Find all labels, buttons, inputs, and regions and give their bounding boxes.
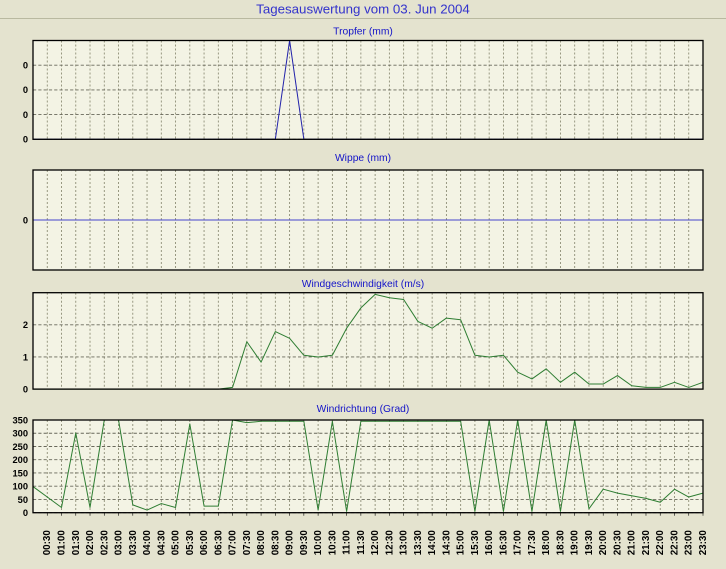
svg-text:12:00: 12:00 xyxy=(370,530,381,556)
svg-text:08:00: 08:00 xyxy=(256,530,267,556)
svg-text:50: 50 xyxy=(18,495,28,505)
svg-text:09:00: 09:00 xyxy=(285,530,296,556)
svg-text:16:00: 16:00 xyxy=(484,530,495,556)
svg-text:04:30: 04:30 xyxy=(156,530,167,556)
svg-text:13:00: 13:00 xyxy=(399,530,410,556)
svg-text:22:30: 22:30 xyxy=(669,530,680,556)
svg-text:350: 350 xyxy=(12,415,28,425)
svg-text:150: 150 xyxy=(12,468,28,478)
svg-text:21:00: 21:00 xyxy=(627,530,638,556)
svg-text:05:30: 05:30 xyxy=(185,530,196,556)
svg-text:Tropfer (mm): Tropfer (mm) xyxy=(333,27,393,38)
svg-text:19:00: 19:00 xyxy=(570,530,581,556)
svg-text:20:30: 20:30 xyxy=(612,530,623,556)
svg-text:19:30: 19:30 xyxy=(584,530,595,556)
svg-text:0: 0 xyxy=(23,384,28,394)
svg-text:0: 0 xyxy=(23,215,28,225)
svg-text:21:30: 21:30 xyxy=(641,530,652,556)
svg-text:22:00: 22:00 xyxy=(655,530,666,556)
svg-text:18:30: 18:30 xyxy=(555,530,566,556)
svg-text:10:30: 10:30 xyxy=(327,530,338,556)
svg-text:00:30: 00:30 xyxy=(42,530,53,556)
svg-text:12:30: 12:30 xyxy=(384,530,395,556)
svg-text:07:30: 07:30 xyxy=(242,530,253,556)
svg-text:08:30: 08:30 xyxy=(270,530,281,556)
svg-text:14:00: 14:00 xyxy=(427,530,438,556)
svg-text:03:00: 03:00 xyxy=(114,530,125,556)
svg-text:16:30: 16:30 xyxy=(498,530,509,556)
svg-text:0: 0 xyxy=(23,85,28,95)
svg-text:01:30: 01:30 xyxy=(71,530,82,556)
svg-text:0: 0 xyxy=(23,110,28,120)
svg-text:300: 300 xyxy=(12,429,28,439)
svg-text:05:00: 05:00 xyxy=(171,530,182,556)
svg-text:Windrichtung (Grad): Windrichtung (Grad) xyxy=(317,404,410,415)
svg-text:20:00: 20:00 xyxy=(598,530,609,556)
svg-text:0: 0 xyxy=(23,61,28,71)
svg-text:Wippe (mm): Wippe (mm) xyxy=(335,153,391,164)
svg-text:07:00: 07:00 xyxy=(228,530,239,556)
svg-text:100: 100 xyxy=(12,482,28,492)
svg-text:14:30: 14:30 xyxy=(441,530,452,556)
svg-text:15:00: 15:00 xyxy=(456,530,467,556)
svg-text:17:30: 17:30 xyxy=(527,530,538,556)
svg-text:09:30: 09:30 xyxy=(299,530,310,556)
svg-text:17:00: 17:00 xyxy=(513,530,524,556)
svg-text:02:00: 02:00 xyxy=(85,530,96,556)
svg-text:200: 200 xyxy=(12,455,28,465)
svg-text:11:00: 11:00 xyxy=(342,530,353,555)
svg-text:23:00: 23:00 xyxy=(684,530,695,556)
svg-text:Windgeschwindigkeit (m/s): Windgeschwindigkeit (m/s) xyxy=(302,279,424,290)
svg-text:18:00: 18:00 xyxy=(541,530,552,556)
svg-text:13:30: 13:30 xyxy=(413,530,424,556)
svg-text:0: 0 xyxy=(23,508,28,518)
svg-text:Tagesauswertung vom 03. Jun 20: Tagesauswertung vom 03. Jun 2004 xyxy=(256,2,470,17)
svg-text:15:30: 15:30 xyxy=(470,530,481,556)
svg-text:2: 2 xyxy=(23,320,28,330)
svg-text:02:30: 02:30 xyxy=(99,530,110,556)
svg-text:1: 1 xyxy=(23,352,28,362)
svg-text:10:00: 10:00 xyxy=(313,530,324,556)
svg-text:250: 250 xyxy=(12,442,28,452)
svg-text:01:00: 01:00 xyxy=(57,530,68,556)
svg-text:06:30: 06:30 xyxy=(213,530,224,556)
svg-text:0: 0 xyxy=(23,135,28,145)
svg-text:04:00: 04:00 xyxy=(142,530,153,556)
svg-text:23:30: 23:30 xyxy=(698,530,709,556)
svg-text:03:30: 03:30 xyxy=(128,530,139,556)
svg-text:11:30: 11:30 xyxy=(356,530,367,555)
svg-text:06:00: 06:00 xyxy=(199,530,210,556)
